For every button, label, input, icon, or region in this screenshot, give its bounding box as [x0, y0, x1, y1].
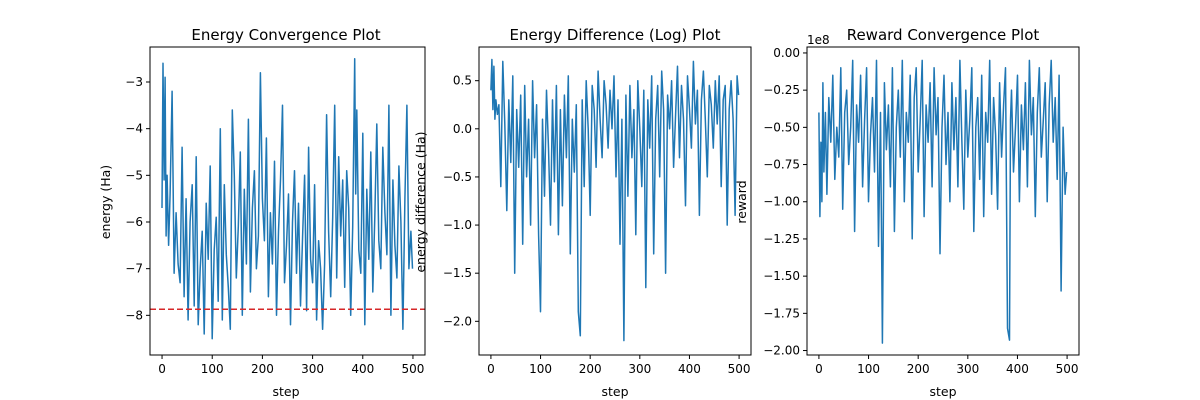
- y-tick-label: −4: [125, 122, 143, 136]
- y-tick-label: −1.5: [443, 266, 472, 280]
- y-tick-label: −5: [125, 168, 143, 182]
- x-axis-label: step: [929, 384, 956, 399]
- y-tick-label: −6: [125, 215, 143, 229]
- series-line-0: [161, 57, 414, 340]
- y-tick-label: 0.00: [773, 46, 800, 60]
- y-axis-label: reward: [734, 180, 749, 223]
- x-axis-label: step: [601, 384, 628, 399]
- x-tick-label: 500: [728, 362, 751, 376]
- axis-offset-text: 1e8: [807, 33, 830, 47]
- plot-frame: [478, 46, 752, 356]
- plot-frame: [149, 46, 426, 356]
- y-axis-label: energy difference (Ha): [413, 131, 428, 272]
- chart-title: Energy Difference (Log) Plot: [510, 26, 721, 44]
- y-tick-label: −0.25: [763, 83, 800, 97]
- chart-title: Energy Convergence Plot: [191, 26, 380, 44]
- x-tick-label: 400: [351, 362, 374, 376]
- x-tick-label: 300: [301, 362, 324, 376]
- panel-energy-difference: Energy Difference (Log) Plot step energy…: [413, 26, 752, 399]
- y-tick-label: −0.5: [443, 170, 472, 184]
- y-tick-label: 0.5: [453, 74, 472, 88]
- y-tick-label: −1.25: [763, 232, 800, 246]
- y-tick-label: −1.0: [443, 218, 472, 232]
- x-axis-label: step: [272, 384, 299, 399]
- x-tick-label: 0: [487, 362, 495, 376]
- series-line-0: [818, 59, 1068, 344]
- y-tick-label: 0.0: [453, 122, 472, 136]
- y-tick-label: −1.50: [763, 269, 800, 283]
- y-tick-label: −3: [125, 75, 143, 89]
- x-tick-label: 500: [1056, 362, 1079, 376]
- x-tick-label: 0: [815, 362, 823, 376]
- y-tick-label: −8: [125, 308, 143, 322]
- x-tick-label: 0: [158, 362, 166, 376]
- chart-title: Reward Convergence Plot: [847, 26, 1040, 44]
- y-tick-label: −2.0: [443, 314, 472, 328]
- panel-reward-convergence: Reward Convergence Plot step reward 1e8 …: [734, 26, 1080, 399]
- series-line-0: [490, 58, 740, 342]
- x-tick-label: 200: [579, 362, 602, 376]
- plot-frame: [806, 46, 1080, 356]
- x-tick-label: 500: [402, 362, 425, 376]
- x-tick-label: 400: [678, 362, 701, 376]
- y-axis-label: energy (Ha): [98, 165, 113, 239]
- x-tick-label: 300: [628, 362, 651, 376]
- y-tick-label: −1.75: [763, 306, 800, 320]
- x-tick-label: 100: [201, 362, 224, 376]
- x-tick-label: 400: [1006, 362, 1029, 376]
- x-tick-label: 300: [956, 362, 979, 376]
- x-tick-label: 100: [857, 362, 880, 376]
- x-tick-label: 200: [251, 362, 274, 376]
- y-tick-label: −0.75: [763, 158, 800, 172]
- y-tick-label: −1.00: [763, 195, 800, 209]
- y-tick-label: −7: [125, 262, 143, 276]
- x-tick-label: 100: [529, 362, 552, 376]
- y-tick-label: −2.00: [763, 344, 800, 358]
- y-tick-label: −0.50: [763, 120, 800, 134]
- x-tick-label: 200: [907, 362, 930, 376]
- panel-energy-convergence: Energy Convergence Plot step energy (Ha)…: [98, 26, 426, 399]
